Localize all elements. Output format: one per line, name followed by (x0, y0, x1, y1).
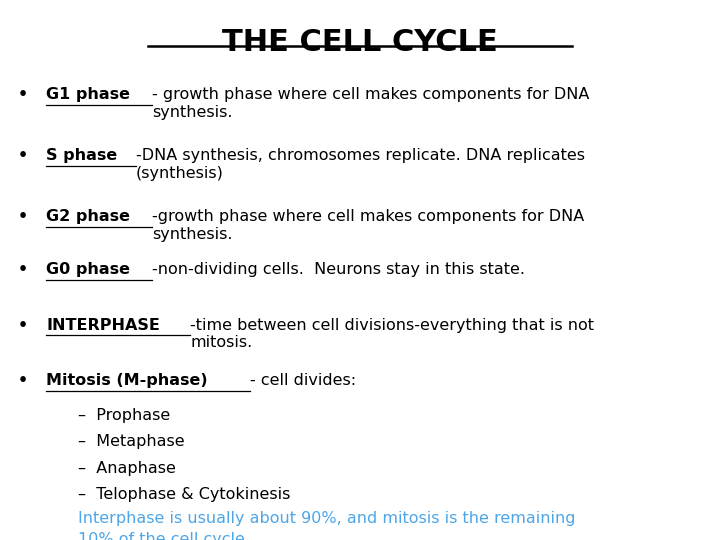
Text: –  Prophase: – Prophase (78, 408, 170, 423)
Text: Mitosis (M-phase): Mitosis (M-phase) (46, 373, 207, 388)
Text: -growth phase where cell makes components for DNA
synthesis.: -growth phase where cell makes component… (152, 209, 585, 241)
Text: –  Metaphase: – Metaphase (78, 434, 184, 449)
Text: Mitosis (M-phase): Mitosis (M-phase) (46, 373, 207, 388)
Text: G0 phase: G0 phase (46, 262, 130, 277)
Text: INTERPHASE: INTERPHASE (46, 318, 160, 333)
Text: –  Telophase & Cytokinesis: – Telophase & Cytokinesis (78, 487, 290, 502)
Text: G1 phase: G1 phase (46, 87, 130, 103)
Text: INTERPHASE: INTERPHASE (46, 318, 160, 333)
Text: 10% of the cell cycle.: 10% of the cell cycle. (78, 532, 250, 540)
Text: S phase: S phase (46, 148, 117, 163)
Text: -DNA synthesis, chromosomes replicate. DNA replicates
(synthesis): -DNA synthesis, chromosomes replicate. D… (136, 148, 585, 181)
Text: •: • (18, 87, 28, 103)
Text: •: • (18, 148, 28, 163)
Text: G0 phase: G0 phase (46, 262, 130, 277)
Text: •: • (18, 318, 28, 333)
Text: Interphase is usually about 90%, and mitosis is the remaining: Interphase is usually about 90%, and mit… (78, 511, 575, 526)
Text: G1 phase: G1 phase (46, 87, 130, 103)
Text: -time between cell divisions-everything that is not
mitosis.: -time between cell divisions-everything … (190, 318, 594, 350)
Text: S phase: S phase (46, 148, 117, 163)
Text: -non-dividing cells.  Neurons stay in this state.: -non-dividing cells. Neurons stay in thi… (152, 262, 525, 277)
Text: THE CELL CYCLE: THE CELL CYCLE (222, 28, 498, 57)
Text: •: • (18, 262, 28, 277)
Text: - cell divides:: - cell divides: (251, 373, 356, 388)
Text: •: • (18, 373, 28, 388)
Text: - growth phase where cell makes components for DNA
synthesis.: - growth phase where cell makes componen… (152, 87, 590, 120)
Text: G2 phase: G2 phase (46, 209, 130, 224)
Text: –  Anaphase: – Anaphase (78, 461, 176, 476)
Text: G2 phase: G2 phase (46, 209, 130, 224)
Text: •: • (18, 209, 28, 224)
